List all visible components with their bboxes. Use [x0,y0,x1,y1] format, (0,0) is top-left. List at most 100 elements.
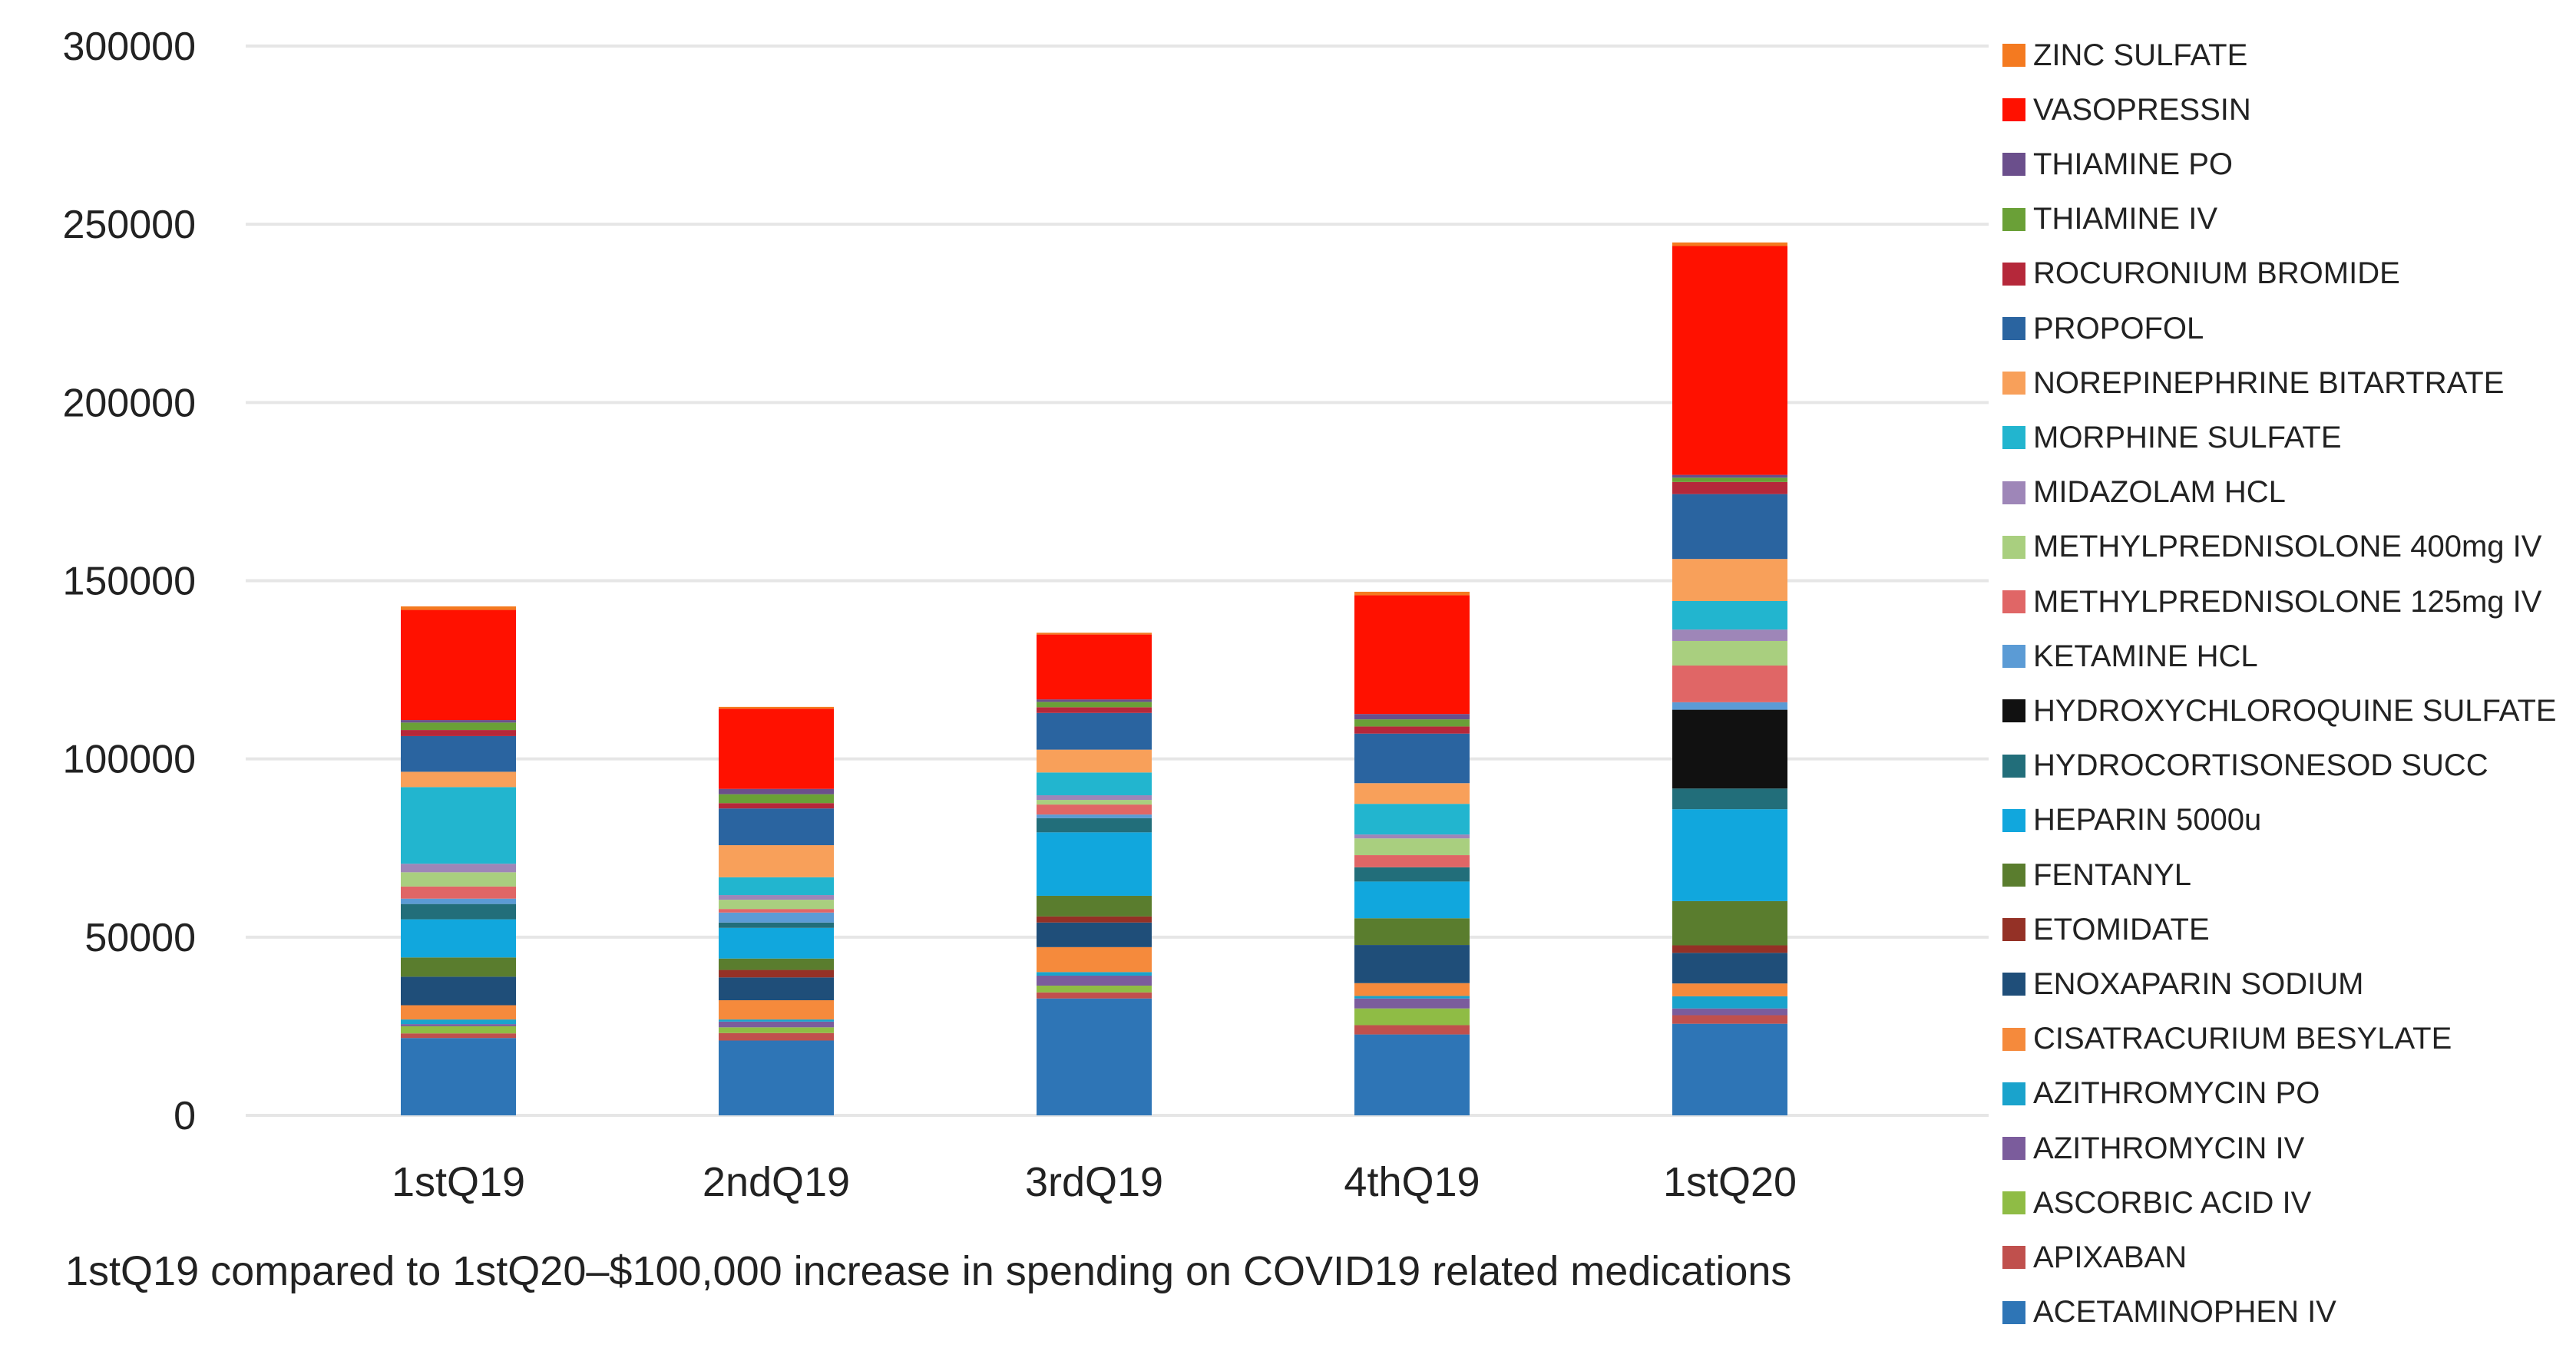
bar-segment [1354,726,1470,734]
bar-segment [1354,838,1470,856]
x-tick-label: 2ndQ19 [703,1159,850,1205]
legend-item: CISATRACURIUM BESYLATE [2002,1022,2452,1056]
bar-segment [1672,1015,1787,1024]
y-tick-label: 250000 [62,203,196,247]
y-tick-label: 200000 [62,381,196,425]
bar-segment [1037,772,1152,796]
legend-swatch [2002,481,2025,504]
bar-segment [1354,1008,1470,1026]
legend-label: METHYLPREDNISOLONE 125mg IV [2033,584,2542,619]
legend-label: ASCORBIC ACID IV [2033,1185,2312,1220]
bar-segment [1672,1023,1787,1115]
bar-segment [1354,945,1470,983]
bar-segment [719,970,834,978]
legend-swatch [2002,426,2025,450]
bar-segment [719,1032,834,1041]
legend-item: AZITHROMYCIN IV [2002,1131,2304,1165]
bar-segment [1037,707,1152,713]
bar-segment [401,735,516,772]
y-tick-label: 100000 [62,738,196,782]
bar-segment [401,1005,516,1020]
bar-segment [1672,559,1787,601]
bar-segment [401,1033,516,1039]
chart-caption: 1stQ19 compared to 1stQ20–$100,000 incre… [65,1248,1792,1294]
bar-segment [719,909,834,913]
bar-segment [401,976,516,1006]
y-tick-label: 150000 [62,560,196,604]
bar-segment [1672,494,1787,560]
legend-label: ACETAMINOPHEN IV [2033,1295,2336,1330]
bar-segment [719,1019,834,1022]
legend-label: NOREPINEPHRINE BITARTRATE [2033,365,2505,400]
legend-label: MORPHINE SULFATE [2033,420,2342,454]
bar-segment [1672,629,1787,641]
legend-item: HYDROXYCHLOROQUINE SULFATE [2002,694,2557,728]
legend-label: AZITHROMYCIN IV [2033,1131,2305,1165]
legend-label: THIAMINE IV [2033,202,2218,236]
bar-segment [719,1021,834,1028]
bar-segment [1354,733,1470,784]
legend-swatch [2002,1191,2025,1215]
legend-item: ASCORBIC ACID IV [2002,1186,2311,1220]
legend-item: ACETAMINOPHEN IV [2002,1295,2336,1330]
legend-item: METHYLPREDNISOLONE 400mg IV [2002,530,2541,564]
bar-segment [401,898,516,904]
legend-label: FENTANYL [2033,857,2191,892]
legend-item: AZITHROMYCIN PO [2002,1076,2320,1111]
bar-stack [1037,633,1152,1115]
legend-label: METHYLPREDNISOLONE 400mg IV [2033,530,2542,564]
bar-segment [719,1000,834,1020]
bar-segment [719,1027,834,1033]
legend-swatch [2002,973,2025,996]
bar-segment [1037,818,1152,833]
bar-segment [1037,895,1152,917]
bar-segment [1037,814,1152,818]
bar-segment [1672,242,1787,246]
bar-segment [1037,795,1152,801]
legend-label: APIXABAN [2033,1240,2187,1274]
y-tick-label: 50000 [84,916,196,960]
bar-segment [401,609,516,721]
bar-segment [1037,804,1152,815]
bar-segment [401,1024,516,1026]
bar-segment [401,722,516,731]
bar-segment [1354,804,1470,835]
bar-segment [719,927,834,959]
legend-item: HEPARIN 5000u [2002,803,2261,837]
bar-segment [401,1038,516,1115]
bar-segment [719,977,834,1001]
legend-item: NOREPINEPHRINE BITARTRATE [2002,366,2504,400]
y-axis-ticks: 0 50000 100000 150000 200000 250000 300000 [62,25,196,1138]
legend-label: PROPOFOL [2033,311,2204,345]
bar-segment [1672,702,1787,710]
legend-item: APIXABAN [2002,1240,2187,1274]
bar-segment [401,771,516,788]
bar-segment [1037,633,1152,635]
bar-segment [1672,809,1787,901]
legend-label: ZINC SULFATE [2033,38,2248,72]
bar-segment [401,606,516,610]
bar-segment [1354,1025,1470,1035]
bar-segment [1037,712,1152,750]
bar-segment [719,922,834,928]
bar-segment [719,895,834,900]
bar-segment [1672,474,1787,478]
legend-item: KETAMINE HCL [2002,639,2258,673]
bar-segment [401,919,516,958]
bar-segment [719,958,834,970]
legend-item: MORPHINE SULFATE [2002,421,2342,454]
legend-label: KETAMINE HCL [2033,639,2258,673]
bar-segment [1672,600,1787,630]
bar-segment [719,900,834,910]
legend-label: ROCURONIUM BROMIDE [2033,256,2400,291]
bar-segment [401,872,516,887]
legend-swatch [2002,207,2025,231]
legend-item: ZINC SULFATE [2002,38,2247,72]
legend-item: FENTANYL [2002,858,2191,892]
legend-item: ENOXAPARIN SODIUM [2002,967,2363,1001]
legend-label: MIDAZOLAM HCL [2033,475,2286,510]
bar-segment [1354,591,1470,596]
bar-stack [401,606,516,1115]
x-tick-label: 4thQ19 [1344,1159,1480,1205]
